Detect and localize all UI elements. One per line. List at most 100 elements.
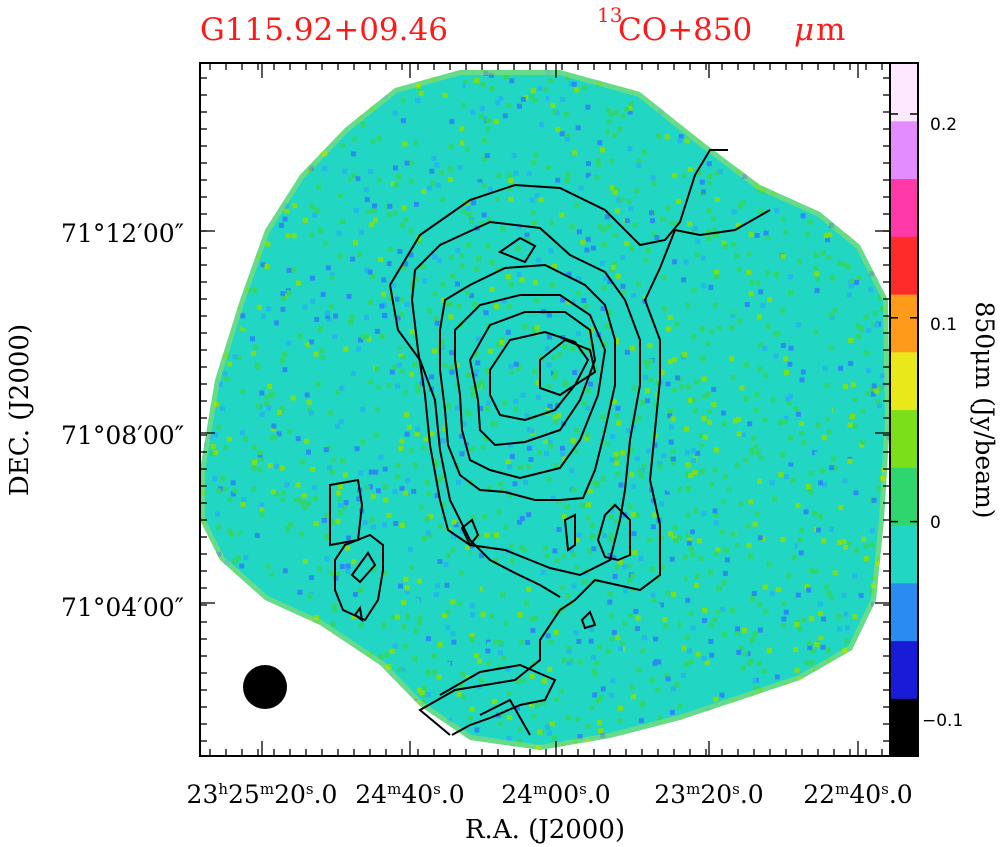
map-pixel	[715, 609, 721, 615]
map-pixel	[580, 136, 586, 142]
map-pixel	[588, 627, 594, 632]
map-pixel	[691, 228, 697, 234]
map-pixel	[713, 520, 719, 526]
map-pixel	[429, 374, 435, 380]
map-pixel	[369, 517, 375, 523]
map-pixel	[483, 436, 489, 442]
map-pixel	[456, 691, 462, 697]
map-pixel	[790, 477, 796, 483]
map-pixel	[620, 113, 626, 119]
map-pixel	[456, 295, 462, 301]
map-pixel	[259, 412, 265, 417]
map-pixel	[403, 217, 409, 223]
map-pixel	[216, 488, 222, 494]
map-pixel	[699, 469, 705, 475]
map-pixel	[870, 391, 876, 397]
map-pixel	[375, 407, 380, 413]
map-pixel	[424, 516, 430, 522]
map-pixel	[568, 547, 574, 553]
map-pixel	[676, 198, 681, 204]
map-pixel	[461, 102, 466, 108]
map-pixel	[266, 306, 272, 312]
map-pixel	[874, 388, 880, 394]
map-pixel	[688, 166, 693, 172]
map-pixel	[280, 497, 286, 503]
map-pixel	[363, 333, 369, 339]
map-pixel	[590, 245, 596, 251]
map-pixel	[469, 603, 475, 609]
map-pixel	[403, 490, 409, 496]
map-pixel	[740, 200, 746, 206]
map-pixel	[469, 632, 475, 638]
map-pixel	[224, 376, 230, 382]
map-pixel	[598, 695, 604, 700]
map-pixel	[503, 620, 509, 626]
map-pixel	[457, 601, 463, 607]
map-pixel	[804, 660, 810, 666]
map-pixel	[201, 490, 207, 496]
map-pixel	[591, 546, 597, 552]
map-pixel	[477, 692, 483, 698]
map-pixel	[638, 499, 644, 505]
map-pixel	[448, 365, 454, 370]
map-pixel	[309, 204, 315, 210]
map-pixel	[746, 251, 752, 257]
map-pixel	[850, 382, 856, 388]
map-pixel	[342, 168, 348, 174]
map-pixel	[622, 669, 628, 675]
map-pixel	[850, 239, 856, 245]
map-pixel	[656, 133, 661, 139]
map-pixel	[465, 545, 470, 551]
map-pixel	[391, 283, 396, 288]
map-pixel	[251, 466, 257, 471]
map-pixel	[707, 419, 712, 425]
map-pixel	[286, 290, 292, 296]
map-pixel	[783, 356, 789, 362]
map-pixel	[554, 110, 560, 116]
map-pixel	[283, 203, 289, 209]
map-pixel	[664, 590, 670, 596]
map-pixel	[449, 254, 454, 260]
map-pixel	[499, 339, 505, 345]
map-pixel	[305, 261, 311, 266]
map-pixel	[749, 637, 755, 643]
map-pixel	[685, 462, 691, 468]
map-pixel	[335, 490, 341, 496]
contour-line	[334, 533, 384, 622]
map-pixel	[856, 275, 862, 281]
map-pixel	[788, 462, 794, 468]
map-pixel	[343, 472, 348, 478]
map-pixel	[747, 553, 753, 559]
map-pixel	[470, 392, 476, 398]
map-pixel	[573, 630, 579, 636]
map-pixel	[695, 238, 701, 244]
map-pixel	[603, 276, 609, 281]
map-pixel	[421, 692, 427, 698]
contour-line	[389, 284, 561, 598]
map-pixel	[213, 432, 219, 438]
map-pixel	[658, 602, 664, 608]
map-pixel	[711, 216, 716, 222]
map-pixel	[706, 161, 712, 167]
map-pixel	[531, 713, 537, 719]
map-pixel	[507, 492, 513, 498]
map-pixel	[496, 455, 502, 461]
map-pixel	[886, 434, 890, 440]
map-pixel	[701, 283, 707, 289]
map-pixel	[787, 466, 793, 472]
contour-line	[410, 220, 641, 577]
map-pixel	[526, 512, 532, 518]
map-pixel	[649, 677, 655, 683]
map-pixel	[804, 584, 810, 590]
map-pixel	[644, 363, 650, 369]
map-pixel	[636, 158, 642, 164]
map-pixel	[267, 454, 273, 460]
y-tick-label: 71°08′00″	[61, 421, 184, 450]
map-pixel	[828, 449, 834, 454]
map-pixel	[325, 265, 331, 271]
map-pixel	[351, 559, 357, 565]
map-pixel	[497, 640, 503, 645]
map-pixel	[220, 424, 226, 430]
map-pixel	[825, 647, 831, 653]
map-pixel	[222, 371, 228, 377]
